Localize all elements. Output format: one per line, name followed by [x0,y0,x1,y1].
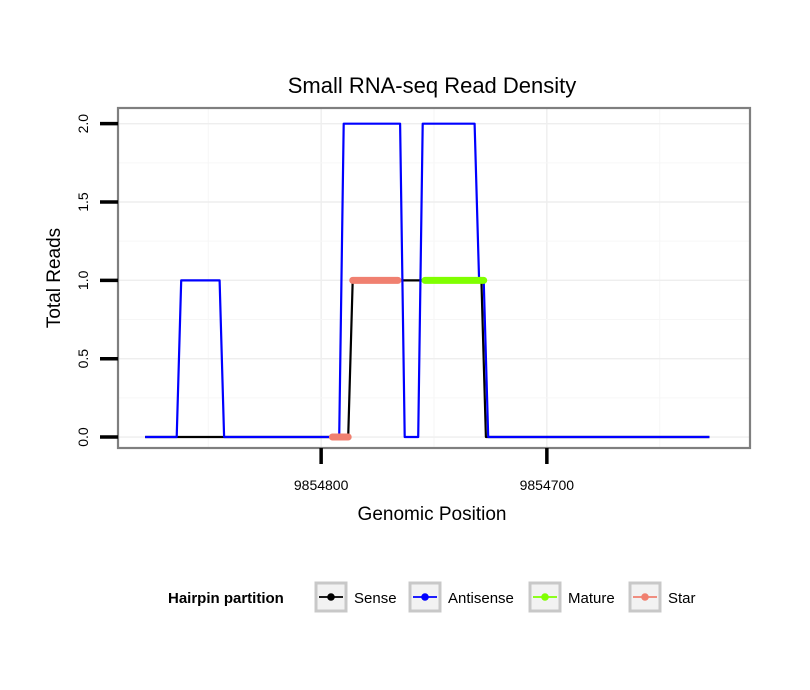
y-tick-label: 2.0 [75,114,91,134]
y-tick-label: 1.5 [75,192,91,212]
legend-label: Star [668,590,696,607]
x-tick-label: 9854800 [294,477,349,493]
legend-item-antisense: Antisense [408,581,514,613]
y-tick-label: 0.0 [75,427,91,447]
plot-border [116,106,752,450]
y-tick-label: 1.0 [75,270,91,290]
legend-key-point [421,593,429,601]
x-axis-title: Genomic Position [358,504,507,525]
legend-label: Antisense [448,590,514,607]
legend-label: Sense [354,590,397,607]
y-axis-title: Total Reads [44,228,65,328]
chart-title: Small RNA-seq Read Density [288,73,577,98]
x-tick-label: 9854700 [520,477,575,493]
legend-key-point [327,593,335,601]
legend-title: Hairpin partition [168,590,284,607]
y-tick-label: 0.5 [75,349,91,369]
legend-item-star: Star [628,581,696,613]
legend-item-sense: Sense [314,581,397,613]
legend-item-mature: Mature [528,581,615,613]
legend-label: Mature [568,590,615,607]
legend-key-point [541,593,549,601]
legend-key-point [641,593,649,601]
